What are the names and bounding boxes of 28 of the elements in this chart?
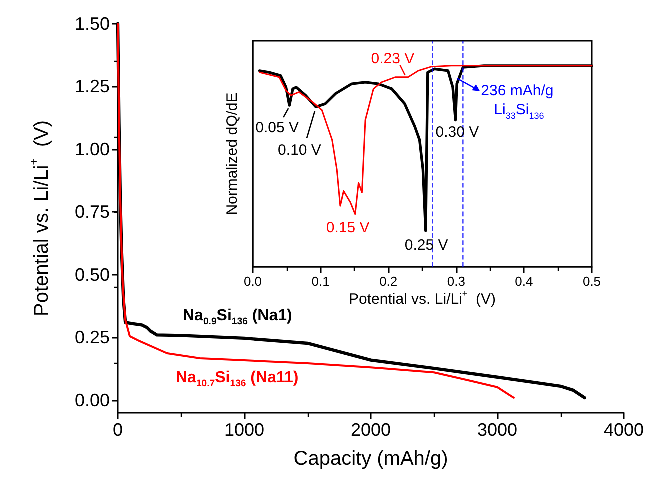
x-tick-label: 0: [112, 420, 124, 440]
y-tick-label: 0.75: [74, 202, 110, 222]
x-tick-label: 3000: [477, 420, 518, 440]
x-tick-label: 1000: [224, 420, 265, 440]
x-tick-label: 0.4: [515, 274, 534, 289]
y-tick-label: 1.25: [74, 76, 110, 97]
x-tick-label: 2000: [350, 420, 392, 440]
x-axis-title: Capacity (mAh/g): [294, 448, 448, 470]
annotation: 0.30 V: [436, 124, 480, 142]
annotation: 0.15 V: [326, 219, 370, 236]
y-tick-label: 1.50: [74, 14, 110, 34]
y-tick-label: 0.25: [74, 328, 110, 348]
x-tick-label: 4000: [604, 420, 644, 440]
x-axis-title: Potential vs. Li/Li+ (V): [349, 288, 496, 308]
y-axis-title: Normalized dQ/dE: [224, 92, 241, 216]
x-tick-label: 0.0: [244, 274, 262, 289]
y-tick-label: 0.50: [74, 264, 110, 285]
x-tick-label: 0.2: [380, 274, 398, 289]
annotation: 0.05 V: [256, 120, 299, 137]
annotation: 0.25 V: [404, 236, 448, 254]
annotation: 0.10 V: [278, 142, 322, 160]
x-tick-label: 0.1: [312, 274, 330, 289]
y-axis-title: Potential vs. Li/Li+ (V): [27, 120, 53, 316]
x-tick-label: 0.5: [582, 274, 602, 289]
y-tick-label: 1.00: [74, 139, 110, 160]
y-tick-label: 0.00: [74, 390, 110, 410]
annotation: 0.23 V: [371, 50, 415, 68]
x-tick-label: 0.3: [447, 274, 466, 289]
